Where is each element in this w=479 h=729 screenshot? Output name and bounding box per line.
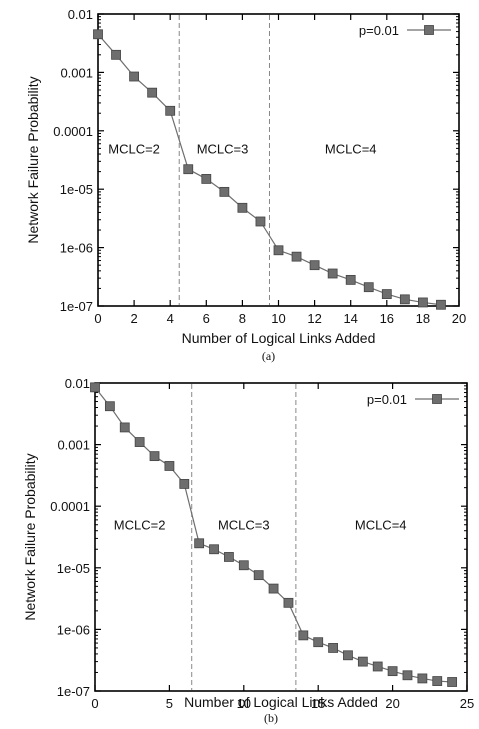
data-point bbox=[104, 401, 115, 412]
y-tick-label: 1e-06 bbox=[60, 241, 93, 256]
x-tick-label: 10 bbox=[237, 696, 251, 711]
data-point bbox=[93, 29, 103, 40]
y-axis-label: Network Failure Probability bbox=[25, 76, 41, 243]
x-tick-label: 25 bbox=[460, 696, 474, 711]
legend-label: p=0.01 bbox=[367, 392, 407, 407]
data-point bbox=[363, 282, 374, 293]
data-point bbox=[327, 268, 338, 279]
y-tick-label: 0.0001 bbox=[53, 124, 93, 139]
chart-b: 0.01 0.001 0.0001 1e-05 1e-06 1e-070 5 10 15 20 25… bbox=[22, 376, 474, 725]
data-point bbox=[447, 677, 458, 687]
data-point bbox=[209, 544, 219, 555]
data-point bbox=[357, 656, 368, 667]
data-point bbox=[183, 164, 194, 175]
data-point bbox=[387, 666, 398, 677]
data-point bbox=[149, 451, 160, 462]
data-point bbox=[273, 245, 284, 256]
data-point bbox=[201, 174, 212, 184]
plot-frame bbox=[97, 13, 460, 307]
data-point bbox=[224, 552, 234, 562]
legend-marker bbox=[432, 394, 442, 404]
data-point bbox=[165, 105, 176, 116]
data-point bbox=[219, 186, 230, 197]
data-point bbox=[164, 461, 175, 471]
data-point bbox=[238, 560, 249, 571]
region-label: MCLC=4 bbox=[355, 518, 407, 533]
data-point bbox=[399, 294, 410, 305]
legend-marker bbox=[424, 25, 434, 35]
x-tick-label: 15 bbox=[311, 696, 325, 711]
data-point bbox=[372, 661, 383, 672]
data-point bbox=[255, 216, 266, 227]
y-tick-label: 0.01 bbox=[68, 7, 93, 22]
plot-frame bbox=[94, 382, 468, 692]
y-tick-label: 1e-07 bbox=[60, 299, 93, 314]
series-line bbox=[94, 386, 453, 683]
x-tick-label: 12 bbox=[307, 311, 321, 326]
data-point bbox=[417, 673, 428, 684]
y-tick-label: 1e-07 bbox=[57, 684, 90, 699]
data-point bbox=[313, 637, 324, 648]
data-point bbox=[343, 650, 353, 661]
x-tick-label: 8 bbox=[239, 311, 246, 326]
x-tick-label: 16 bbox=[380, 311, 394, 326]
chart-a: 0.01 0.001 0.0001 1e-05 1e-06 1e-070 2 4 6 8 10 12 1… bbox=[25, 7, 466, 363]
data-point bbox=[283, 597, 294, 608]
x-tick-label: 0 bbox=[94, 311, 101, 326]
region-label: MCLC=3 bbox=[197, 141, 249, 156]
data-point bbox=[179, 479, 190, 489]
x-tick-label: 10 bbox=[271, 311, 285, 326]
data-point bbox=[291, 251, 302, 262]
data-point bbox=[134, 437, 145, 447]
data-point bbox=[309, 260, 320, 271]
region-label: MCLC=4 bbox=[325, 141, 377, 156]
data-point bbox=[298, 630, 309, 641]
y-tick-label: 1e-05 bbox=[60, 182, 93, 197]
legend-label: p=0.01 bbox=[359, 23, 399, 38]
data-point bbox=[328, 643, 338, 653]
data-point bbox=[194, 538, 205, 549]
data-point bbox=[432, 676, 443, 686]
region-label: MCLC=2 bbox=[108, 141, 160, 156]
y-tick-label: 0.001 bbox=[57, 438, 90, 453]
data-point bbox=[90, 382, 100, 393]
figure-caption: (a) bbox=[262, 349, 275, 363]
data-point bbox=[147, 87, 158, 98]
y-tick-label: 0.001 bbox=[60, 65, 93, 80]
y-tick-label: 0.0001 bbox=[50, 499, 90, 514]
x-tick-label: 6 bbox=[203, 311, 210, 326]
x-tick-label: 0 bbox=[91, 696, 98, 711]
x-axis-label: Number of Logical Links Added bbox=[182, 330, 376, 346]
y-tick-label: 0.01 bbox=[65, 376, 90, 391]
x-tick-label: 5 bbox=[166, 696, 173, 711]
x-tick-label: 2 bbox=[130, 311, 137, 326]
x-tick-label: 4 bbox=[167, 311, 174, 326]
data-point bbox=[268, 583, 279, 594]
data-point bbox=[237, 202, 248, 213]
region-label: MCLC=2 bbox=[114, 518, 166, 533]
x-tick-label: 18 bbox=[416, 311, 430, 326]
data-point bbox=[381, 289, 392, 299]
y-tick-label: 1e-05 bbox=[57, 561, 90, 576]
data-point bbox=[402, 670, 413, 681]
data-point bbox=[119, 422, 130, 433]
y-axis-label: Network Failure Probability bbox=[22, 453, 38, 620]
x-tick-label: 14 bbox=[343, 311, 357, 326]
data-point bbox=[436, 299, 446, 310]
x-axis-label: Number of Logical Links Added bbox=[184, 694, 378, 710]
region-label: MCLC=3 bbox=[218, 518, 270, 533]
figure-caption: (b) bbox=[264, 711, 278, 725]
y-tick-label: 1e-06 bbox=[57, 622, 90, 637]
x-tick-label: 20 bbox=[452, 311, 466, 326]
data-point bbox=[129, 71, 140, 82]
data-point bbox=[345, 274, 356, 285]
data-point bbox=[253, 570, 264, 581]
x-tick-label: 20 bbox=[385, 696, 399, 711]
data-point bbox=[417, 297, 428, 308]
data-point bbox=[111, 49, 121, 60]
